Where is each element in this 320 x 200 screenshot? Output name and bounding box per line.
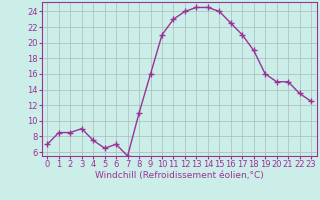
X-axis label: Windchill (Refroidissement éolien,°C): Windchill (Refroidissement éolien,°C) (95, 171, 264, 180)
